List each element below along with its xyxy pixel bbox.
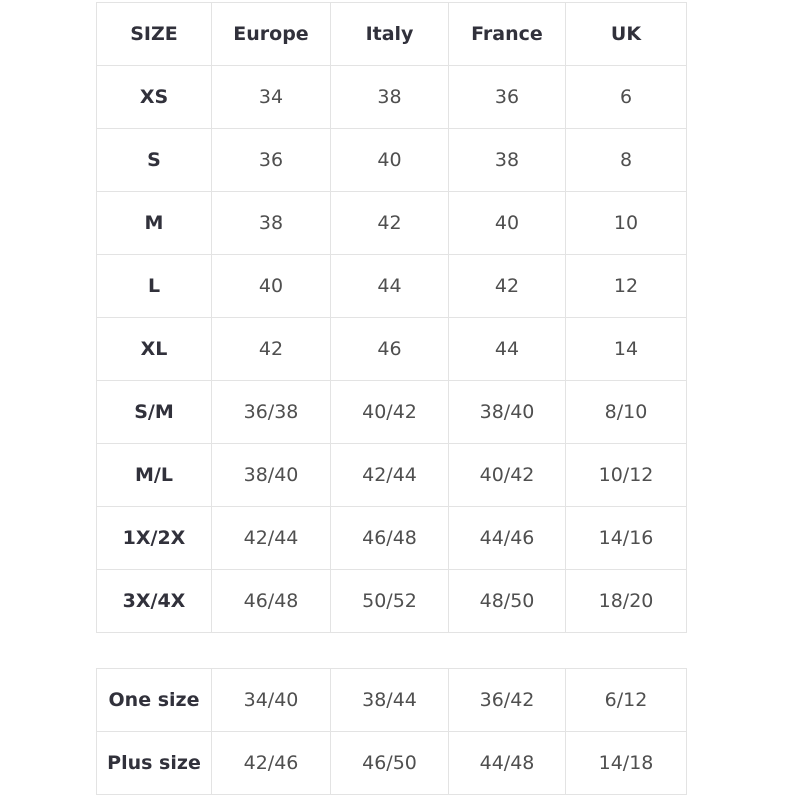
table-cell: 38 <box>211 191 331 255</box>
table-cell: 44/48 <box>448 731 566 795</box>
table-cell: 38/40 <box>448 380 566 444</box>
table-cell: 38 <box>448 128 566 192</box>
column-header-size: SIZE <box>96 2 212 66</box>
table-cell: 42/44 <box>330 443 449 507</box>
row-label: XL <box>96 317 212 381</box>
table-cell: 46 <box>330 317 449 381</box>
table-row-ml: M/L 38/40 42/44 40/42 10/12 <box>96 443 687 507</box>
table-row-one-size: One size 34/40 38/44 36/42 6/12 <box>96 668 687 732</box>
table-cell: 8 <box>565 128 687 192</box>
table-cell: 34 <box>211 65 331 129</box>
table-cell: 44 <box>448 317 566 381</box>
column-header-uk: UK <box>565 2 687 66</box>
table-cell: 44 <box>330 254 449 318</box>
row-label: 1X/2X <box>96 506 212 570</box>
table-cell: 38 <box>330 65 449 129</box>
table-row-plus-size: Plus size 42/46 46/50 44/48 14/18 <box>96 731 687 795</box>
table-row-1x2x: 1X/2X 42/44 46/48 44/46 14/16 <box>96 506 687 570</box>
table-cell: 48/50 <box>448 569 566 633</box>
table-cell: 40 <box>211 254 331 318</box>
column-header-europe: Europe <box>211 2 331 66</box>
table-cell: 12 <box>565 254 687 318</box>
table-row-s: S 36 40 38 8 <box>96 128 687 192</box>
table-row-m: M 38 42 40 10 <box>96 191 687 255</box>
table-cell: 14/18 <box>565 731 687 795</box>
row-label: 3X/4X <box>96 569 212 633</box>
table-cell: 36/42 <box>448 668 566 732</box>
table-cell: 14 <box>565 317 687 381</box>
table-cell: 40/42 <box>448 443 566 507</box>
table-row-l: L 40 44 42 12 <box>96 254 687 318</box>
column-header-italy: Italy <box>330 2 449 66</box>
table-cell: 42 <box>448 254 566 318</box>
table-cell: 38/44 <box>330 668 449 732</box>
size-conversion-table: SIZE Europe Italy France UK XS 34 38 36 … <box>96 2 687 633</box>
table-cell: 6/12 <box>565 668 687 732</box>
table-cell: 50/52 <box>330 569 449 633</box>
table-cell: 42/46 <box>211 731 331 795</box>
table-cell: 8/10 <box>565 380 687 444</box>
table-cell: 38/40 <box>211 443 331 507</box>
row-label: XS <box>96 65 212 129</box>
table-cell: 10/12 <box>565 443 687 507</box>
table-cell: 14/16 <box>565 506 687 570</box>
table-row-sm: S/M 36/38 40/42 38/40 8/10 <box>96 380 687 444</box>
table-cell: 36 <box>448 65 566 129</box>
row-label: M/L <box>96 443 212 507</box>
table-cell: 40 <box>448 191 566 255</box>
row-label: L <box>96 254 212 318</box>
table-row-3x4x: 3X/4X 46/48 50/52 48/50 18/20 <box>96 569 687 633</box>
table-cell: 42 <box>330 191 449 255</box>
column-header-france: France <box>448 2 566 66</box>
row-label: One size <box>96 668 212 732</box>
extra-sizes-table: One size 34/40 38/44 36/42 6/12 Plus siz… <box>96 668 687 795</box>
table-cell: 36/38 <box>211 380 331 444</box>
row-label: M <box>96 191 212 255</box>
table-cell: 40 <box>330 128 449 192</box>
row-label: S <box>96 128 212 192</box>
table-cell: 46/50 <box>330 731 449 795</box>
table-header-row: SIZE Europe Italy France UK <box>96 2 687 66</box>
table-cell: 6 <box>565 65 687 129</box>
table-cell: 36 <box>211 128 331 192</box>
table-cell: 18/20 <box>565 569 687 633</box>
table-row-xs: XS 34 38 36 6 <box>96 65 687 129</box>
table-cell: 42 <box>211 317 331 381</box>
table-cell: 42/44 <box>211 506 331 570</box>
table-cell: 10 <box>565 191 687 255</box>
table-cell: 34/40 <box>211 668 331 732</box>
row-label: Plus size <box>96 731 212 795</box>
table-cell: 40/42 <box>330 380 449 444</box>
row-label: S/M <box>96 380 212 444</box>
table-row-xl: XL 42 46 44 14 <box>96 317 687 381</box>
size-conversion-page: SIZE Europe Italy France UK XS 34 38 36 … <box>96 2 687 795</box>
table-cell: 46/48 <box>330 506 449 570</box>
table-cell: 46/48 <box>211 569 331 633</box>
table-cell: 44/46 <box>448 506 566 570</box>
